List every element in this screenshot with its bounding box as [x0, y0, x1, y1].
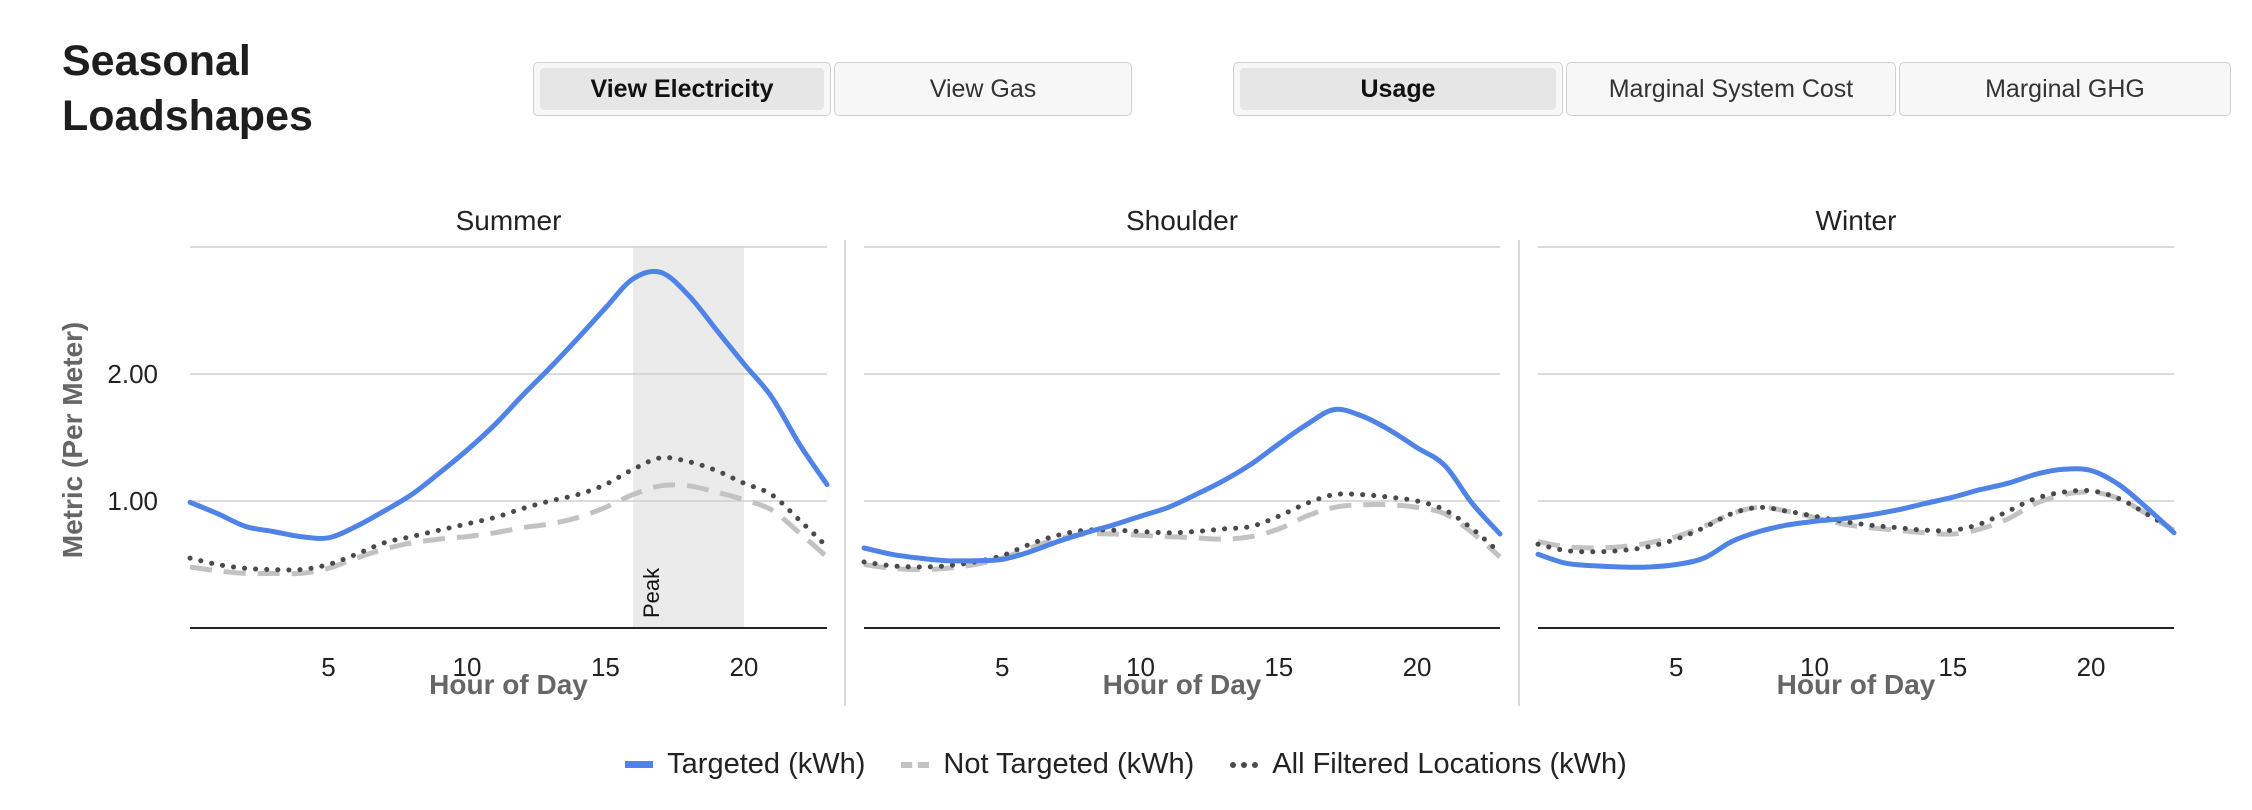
- fuel-toggle-group: View Electricity View Gas: [533, 62, 1135, 116]
- y-tick-label: 1.00: [107, 486, 158, 516]
- series-line-winter-all-filtered-locations-kwh: [1535, 487, 2177, 555]
- x-tick-label: 20: [729, 652, 758, 682]
- x-axis-label-summer: Hour of Day: [429, 669, 588, 700]
- panel-title-winter: Winter: [1816, 205, 1897, 236]
- y-tick-label: 2.00: [107, 359, 158, 389]
- peak-label: Peak: [639, 567, 664, 618]
- panel-title-summer: Summer: [456, 205, 562, 236]
- x-tick-label: 5: [1669, 652, 1683, 682]
- marginal-system-cost-button[interactable]: Marginal System Cost: [1566, 62, 1896, 116]
- legend-label-not-targeted: Not Targeted (kWh): [943, 748, 1195, 780]
- series-line-shoulder-targeted-kwh: [861, 406, 1503, 564]
- marginal-ghg-button[interactable]: Marginal GHG: [1899, 62, 2231, 116]
- legend-item-targeted[interactable]: Targeted (kWh): [625, 748, 865, 781]
- x-tick-label: 20: [2077, 652, 2106, 682]
- chart-legend: Targeted (kWh) Not Targeted (kWh) All Fi…: [0, 748, 2252, 781]
- series-line-summer-targeted-kwh: [187, 268, 830, 541]
- x-axis-label-shoulder: Hour of Day: [1103, 669, 1262, 700]
- x-tick-label: 5: [321, 652, 335, 682]
- legend-item-not-targeted[interactable]: Not Targeted (kWh): [901, 748, 1194, 781]
- x-tick-label: 10: [452, 652, 481, 682]
- x-tick-label: 15: [1938, 652, 1967, 682]
- series-line-summer-all-filtered-locations-kwh: [187, 455, 830, 573]
- legend-swatch-targeted: [625, 761, 654, 768]
- view-electricity-label: View Electricity: [540, 68, 824, 110]
- x-tick-label: 15: [591, 652, 620, 682]
- series-line-summer-not-targeted-kwh: [189, 482, 829, 577]
- marginal-system-cost-label: Marginal System Cost: [1608, 74, 1854, 103]
- series-line-shoulder-not-targeted-kwh: [863, 502, 1502, 573]
- y-axis-label: Metric (Per Meter): [57, 322, 88, 559]
- series-line-winter-targeted-kwh: [1535, 466, 2177, 570]
- legend-label-all-filtered: All Filtered Locations (kWh): [1272, 748, 1627, 780]
- view-electricity-button[interactable]: View Electricity: [533, 62, 831, 116]
- metric-toggle-group: Usage Marginal System Cost Marginal GHG: [1233, 62, 2234, 116]
- usage-label: Usage: [1240, 68, 1556, 110]
- x-tick-label: 5: [995, 652, 1009, 682]
- marginal-ghg-label: Marginal GHG: [1985, 74, 2145, 103]
- legend-swatch-not-targeted: [901, 761, 930, 768]
- x-tick-label: 20: [1403, 652, 1432, 682]
- panel-title-shoulder: Shoulder: [1126, 205, 1238, 236]
- legend-item-all-filtered[interactable]: All Filtered Locations (kWh): [1230, 748, 1627, 781]
- page-title: Seasonal Loadshapes: [62, 37, 313, 140]
- x-tick-label: 10: [1126, 652, 1155, 682]
- legend-swatch-all-filtered: [1230, 761, 1259, 768]
- peak-highlight-band: [633, 247, 744, 628]
- x-axis-label-winter: Hour of Day: [1777, 669, 1936, 700]
- usage-button[interactable]: Usage: [1233, 62, 1563, 116]
- view-gas-button[interactable]: View Gas: [834, 62, 1132, 116]
- view-gas-label: View Gas: [929, 74, 1037, 103]
- x-tick-label: 10: [1800, 652, 1829, 682]
- legend-label-targeted: Targeted (kWh): [667, 748, 866, 780]
- x-tick-label: 15: [1264, 652, 1293, 682]
